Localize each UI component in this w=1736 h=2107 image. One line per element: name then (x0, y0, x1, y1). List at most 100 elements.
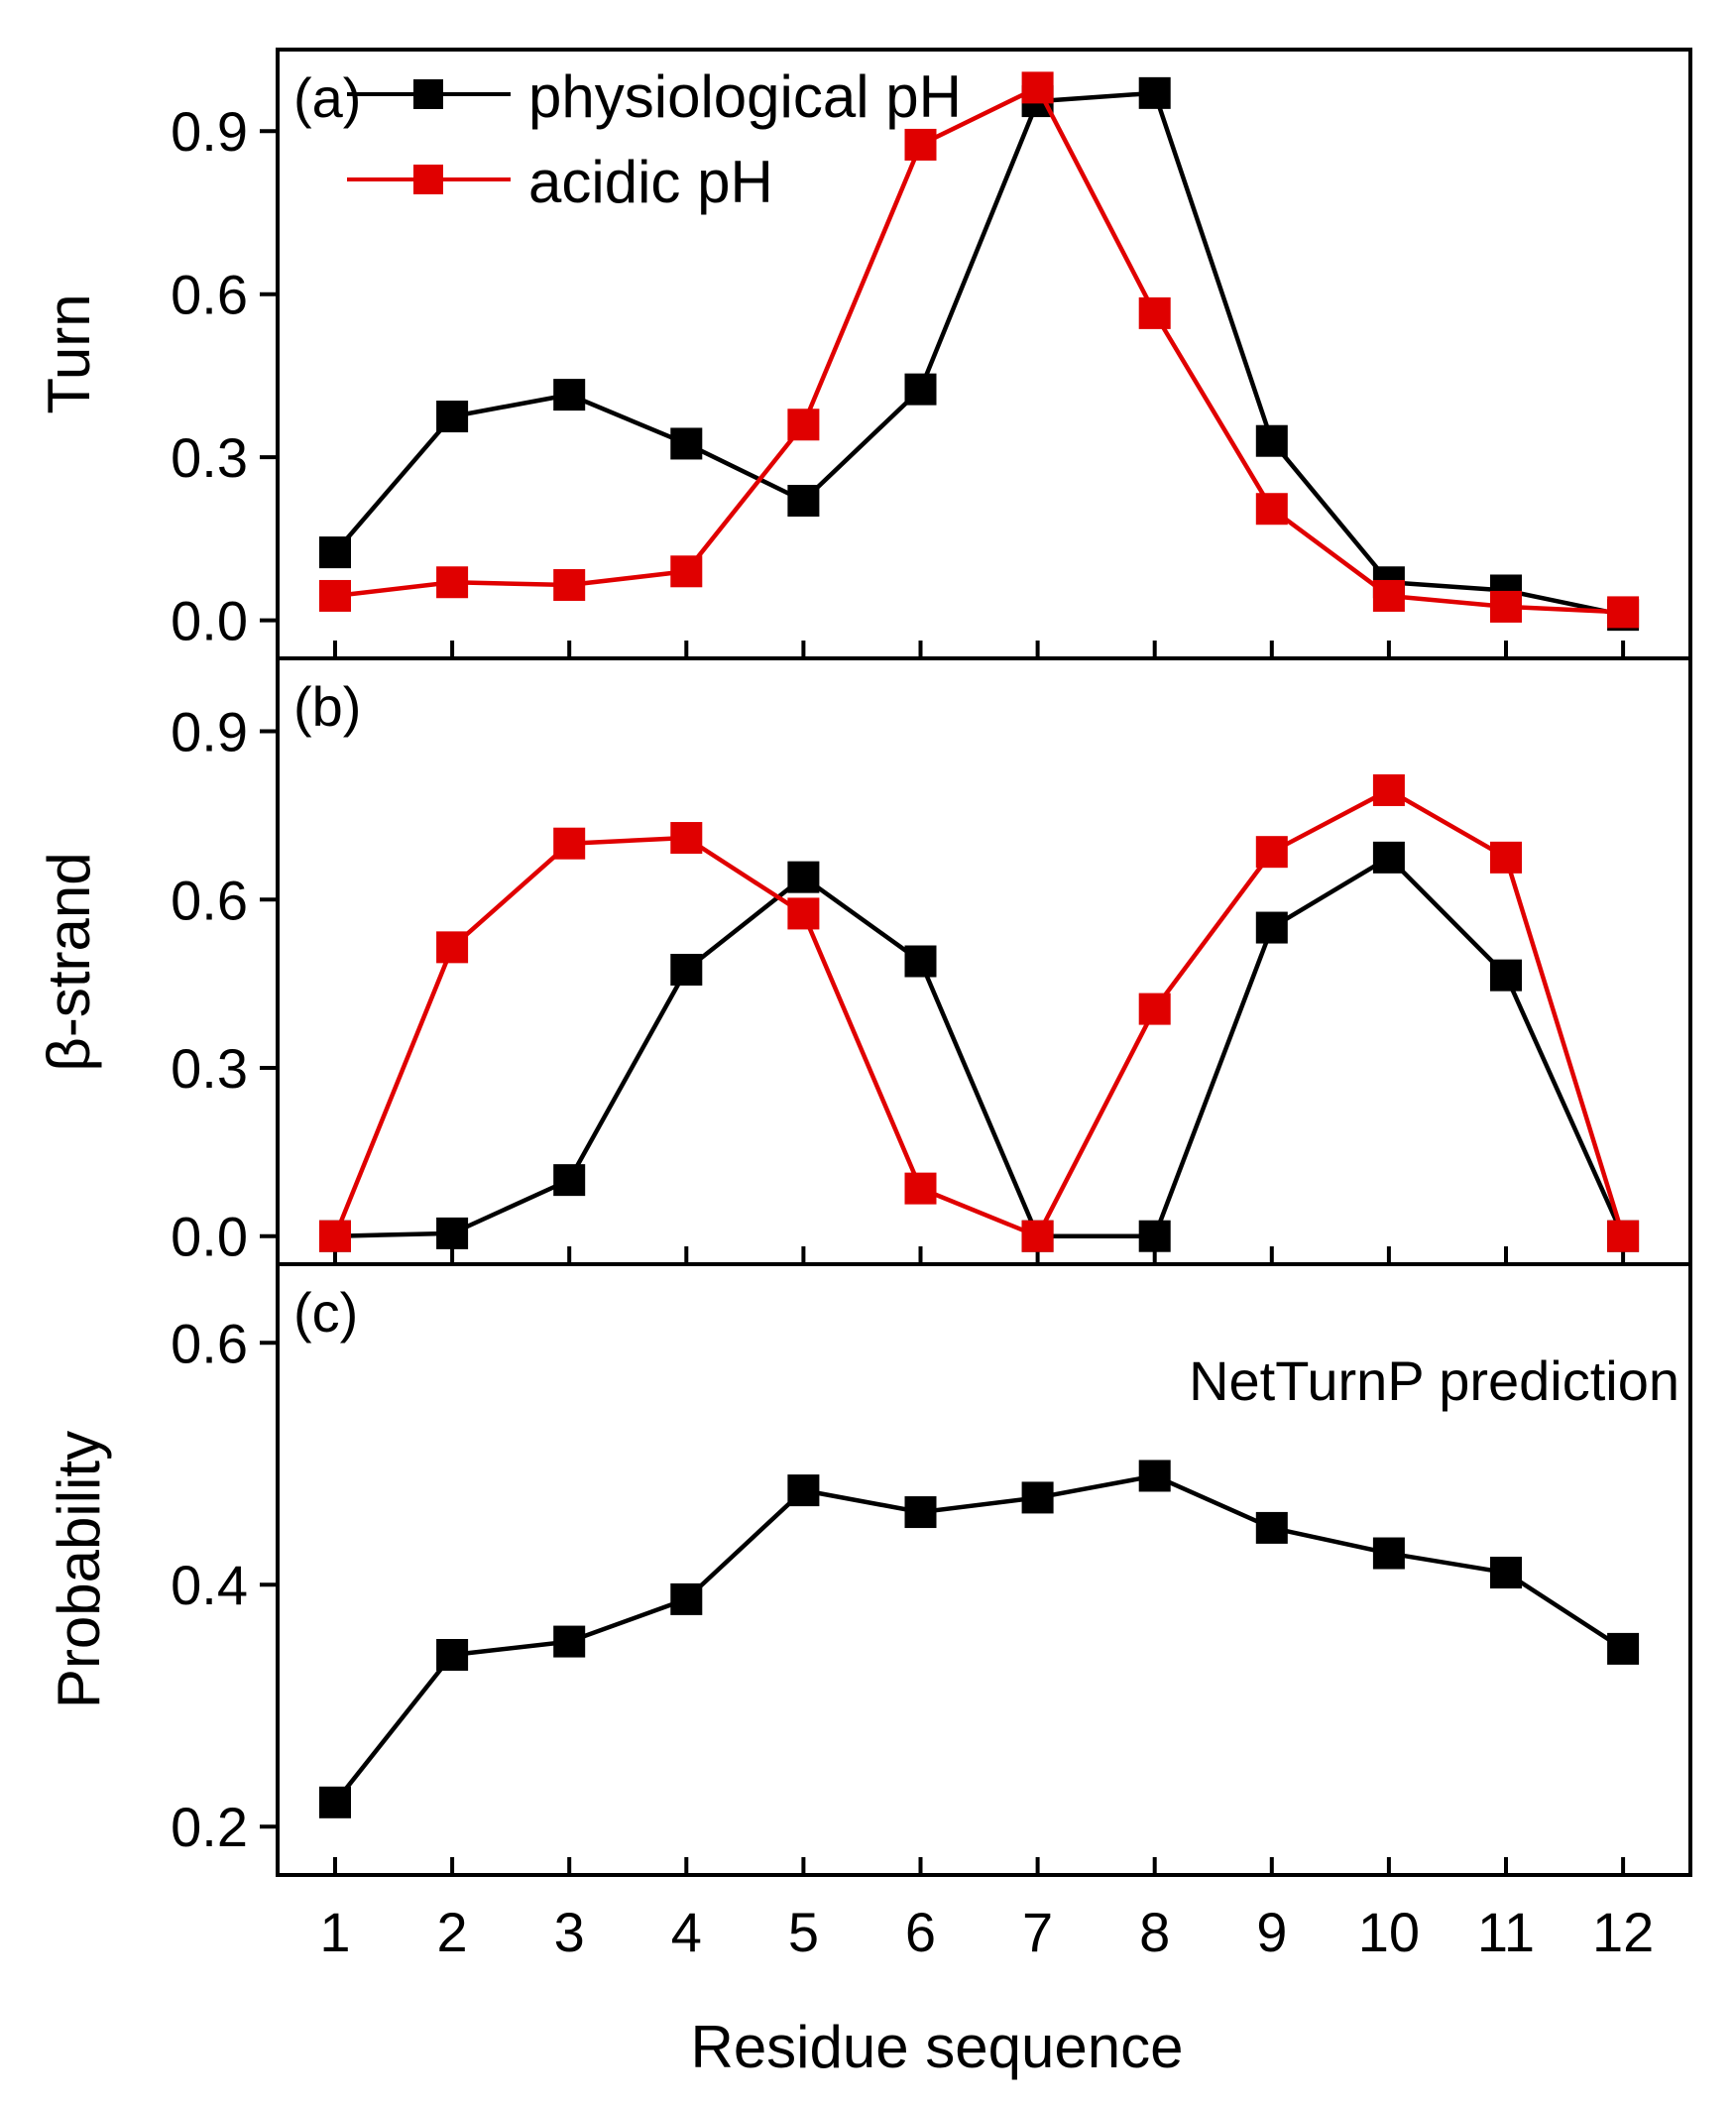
panel-a-point-physiological-ph (319, 536, 351, 569)
panel-b-x-ticks (333, 1246, 1626, 1264)
panel-b-series-acidic-ph (319, 773, 1640, 1252)
panel-b-point-acidic-ph (1255, 836, 1288, 869)
netturnp-annotation: NetTurnP prediction (1189, 1349, 1679, 1412)
x-tick-labels: 1 2 3 4 5 6 7 8 9 10 11 12 (319, 1901, 1654, 1963)
panel-a-point-acidic-ph (1021, 71, 1054, 104)
panel-a-point-acidic-ph (787, 409, 820, 441)
x-tick-label: 6 (905, 1901, 936, 1963)
panel-c-frame (276, 1262, 1692, 1877)
panel-c-point-netturnp-prediction (670, 1582, 703, 1615)
x-axis-label: Residue sequence (690, 2014, 1183, 2080)
panel-c-y-axis-label: Probability (46, 1431, 112, 1708)
panel-b-point-physiological-ph (904, 945, 937, 978)
panel-a-line-physiological-ph (333, 90, 1624, 618)
panel-a-point-acidic-ph (1372, 579, 1405, 612)
x-tick-label: 10 (1358, 1901, 1420, 1963)
panel-b-point-acidic-ph (319, 1220, 351, 1252)
panel-c: 0.2 0.4 0.6 Probability (c) NetTurnP predi… (46, 1262, 1692, 2080)
panel-a-point-acidic-ph (553, 568, 586, 601)
panel-a-label: (a) (293, 66, 361, 129)
panel-b-series-physiological-ph (319, 841, 1640, 1252)
panel-a-y-tick-label: 0.3 (171, 426, 248, 489)
panel-b-point-acidic-ph (670, 822, 703, 855)
panel-c-line-netturnp-prediction (333, 1473, 1625, 1805)
panel-a-line-acidic-ph (334, 85, 1624, 615)
panel-b-point-physiological-ph (1138, 1220, 1171, 1252)
panel-b-line-physiological-ph (334, 855, 1626, 1238)
panel-a-point-physiological-ph (1255, 424, 1288, 457)
panel-a-point-acidic-ph (319, 579, 351, 612)
panel-a-y-axis-label: Turn (36, 293, 102, 413)
panel-a-point-physiological-ph (670, 427, 703, 460)
panel-b-point-acidic-ph (1372, 773, 1405, 806)
panel-b-point-acidic-ph (1490, 841, 1522, 874)
x-tick-label: 5 (788, 1901, 819, 1963)
panel-b-point-physiological-ph (553, 1164, 586, 1197)
panel-a-x-ticks (333, 641, 1626, 658)
x-tick-label: 1 (319, 1901, 350, 1963)
panel-c-point-netturnp-prediction (1490, 1557, 1522, 1589)
panel-a-point-acidic-ph (670, 555, 703, 588)
panel-c-y-tick-label: 0.4 (171, 1554, 248, 1616)
panel-b-point-physiological-ph (1255, 911, 1288, 944)
panel-b-point-acidic-ph (553, 827, 586, 860)
panel-a-y-ticks: 0.0 0.3 0.6 0.9 (171, 100, 278, 652)
panel-c-point-netturnp-prediction (904, 1496, 937, 1529)
panel-a-series-acidic-ph (319, 71, 1640, 629)
legend: physiological pH acidic pH (347, 63, 962, 215)
panel-a-y-tick-label: 0.6 (171, 264, 248, 326)
panel-a: 0.0 0.3 0.6 0.9 Turn (a) physiological pH a… (36, 48, 1692, 660)
panel-c-x-ticks (333, 1857, 1626, 1875)
panel-b: 0.0 0.3 0.6 0.9 β-strand (b) (36, 656, 1692, 1268)
panel-a-y-tick-label: 0.9 (171, 100, 248, 163)
x-tick-label: 3 (554, 1901, 585, 1963)
panel-a-point-acidic-ph (904, 128, 937, 161)
panel-a-point-physiological-ph (1138, 76, 1171, 109)
panel-a-series-physiological-ph (319, 76, 1640, 632)
panel-b-point-acidic-ph (787, 897, 820, 930)
panel-a-y-tick-label: 0.0 (171, 590, 248, 652)
legend-label-physiological: physiological pH (528, 63, 962, 130)
panel-c-label: (c) (293, 1281, 358, 1344)
panel-a-point-physiological-ph (787, 485, 820, 518)
panel-a-point-acidic-ph (1138, 296, 1171, 329)
x-tick-label: 7 (1022, 1901, 1053, 1963)
panel-c-y-tick-label: 0.6 (171, 1312, 248, 1374)
panel-b-label: (b) (293, 675, 361, 738)
panel-b-point-physiological-ph (1372, 841, 1405, 874)
panel-b-point-physiological-ph (436, 1217, 469, 1249)
panel-c-point-netturnp-prediction (1607, 1632, 1640, 1665)
panel-b-y-tick-label: 0.9 (171, 701, 248, 763)
panel-b-point-physiological-ph (787, 861, 820, 893)
panel-c-point-netturnp-prediction (1138, 1460, 1171, 1492)
panel-c-series-netturnp-prediction (319, 1460, 1640, 1818)
panel-a-point-physiological-ph (904, 373, 937, 406)
panel-b-y-tick-label: 0.3 (171, 1037, 248, 1100)
panel-b-point-acidic-ph (904, 1172, 937, 1205)
panel-c-point-netturnp-prediction (1372, 1537, 1405, 1570)
panel-b-point-acidic-ph (1138, 993, 1171, 1025)
legend-swatch-marker-physiological (413, 79, 443, 109)
panel-c-point-netturnp-prediction (1021, 1481, 1054, 1514)
panel-b-line-acidic-ph (332, 787, 1626, 1238)
panel-b-point-physiological-ph (1490, 959, 1522, 992)
panel-b-point-acidic-ph (436, 931, 469, 964)
panel-b-y-tick-label: 0.6 (171, 869, 248, 931)
panel-b-y-tick-label: 0.0 (171, 1206, 248, 1268)
panel-b-y-ticks: 0.0 0.3 0.6 0.9 (171, 701, 278, 1268)
legend-label-acidic: acidic pH (528, 149, 773, 215)
panel-c-point-netturnp-prediction (436, 1638, 469, 1671)
panel-c-y-tick-label: 0.2 (171, 1796, 248, 1858)
legend-swatch-marker-acidic (413, 165, 443, 194)
panel-b-y-axis-label: β-strand (36, 852, 102, 1071)
panel-c-point-netturnp-prediction (787, 1474, 820, 1507)
panel-b-point-physiological-ph (670, 953, 703, 986)
panel-c-point-netturnp-prediction (319, 1786, 351, 1818)
panel-c-point-netturnp-prediction (1255, 1511, 1288, 1544)
panel-a-point-acidic-ph (1607, 596, 1640, 629)
x-tick-label: 8 (1139, 1901, 1170, 1963)
x-tick-label: 12 (1592, 1901, 1654, 1963)
x-tick-label: 2 (437, 1901, 468, 1963)
panel-a-frame (276, 48, 1692, 660)
